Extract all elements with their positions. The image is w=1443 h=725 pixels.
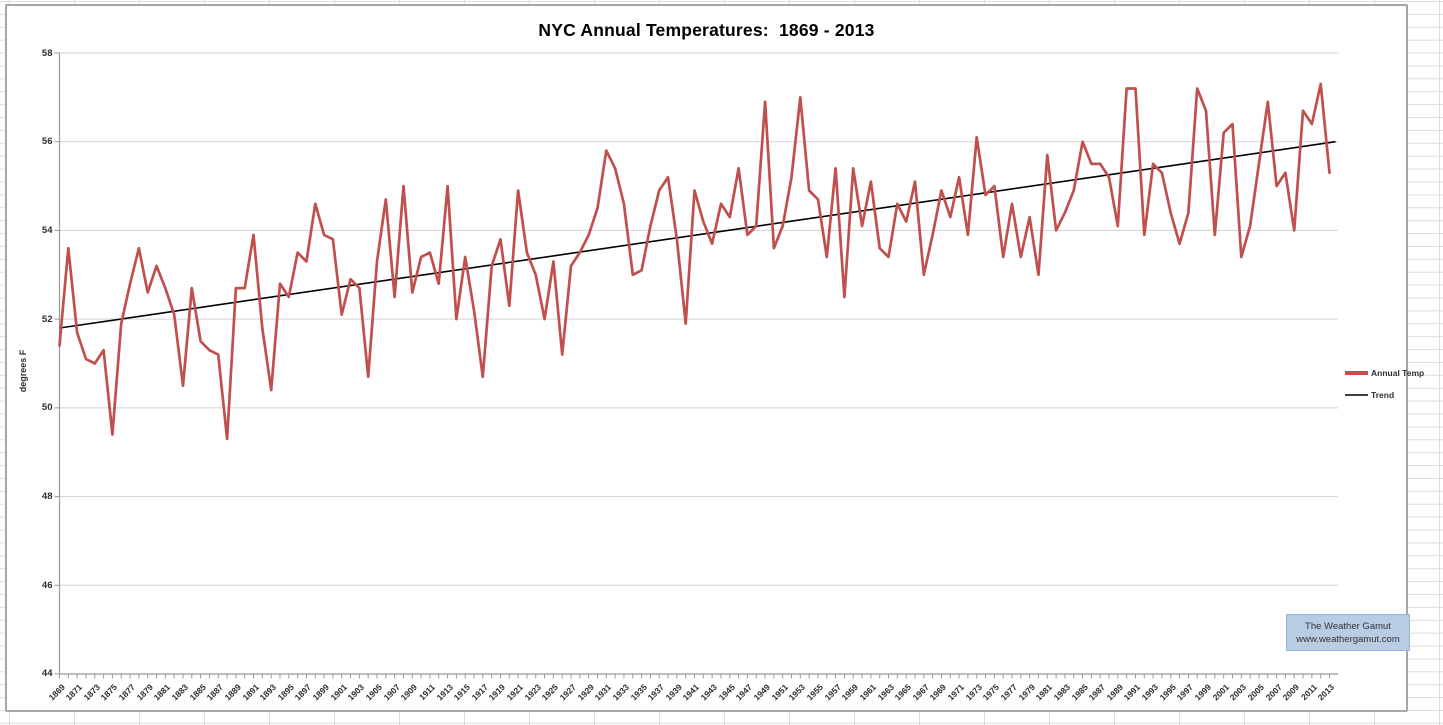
y-tick-label-54: 54 <box>41 224 53 236</box>
badge-line-1: The Weather Gamut <box>1305 620 1391 632</box>
y-tick-label-50: 50 <box>41 402 53 414</box>
y-tick-label-48: 48 <box>41 491 53 503</box>
weather-gamut-badge: The Weather Gamut www.weathergamut.com <box>1286 614 1410 651</box>
trend-line <box>59 140 1336 329</box>
y-tick-label-46: 46 <box>41 579 53 591</box>
y-tick-label-44: 44 <box>41 668 53 680</box>
chart-object[interactable]: NYC Annual Temperatures: 1869 - 2013 deg… <box>5 4 1424 712</box>
annual-temp-line <box>58 82 1331 441</box>
badge-line-2: www.weathergamut.com <box>1296 633 1400 645</box>
legend-label-annual-temp[interactable]: Annual Temp <box>1371 368 1425 378</box>
y-tick-label-56: 56 <box>41 136 53 148</box>
y-axis-title: degrees F <box>18 349 28 393</box>
chart-title: NYC Annual Temperatures: 1869 - 2013 <box>538 20 875 40</box>
y-tick-label-58: 58 <box>41 47 53 59</box>
y-tick-label-52: 52 <box>41 313 53 325</box>
legend-label-trend[interactable]: Trend <box>1371 390 1395 400</box>
plot-area <box>54 52 1368 679</box>
